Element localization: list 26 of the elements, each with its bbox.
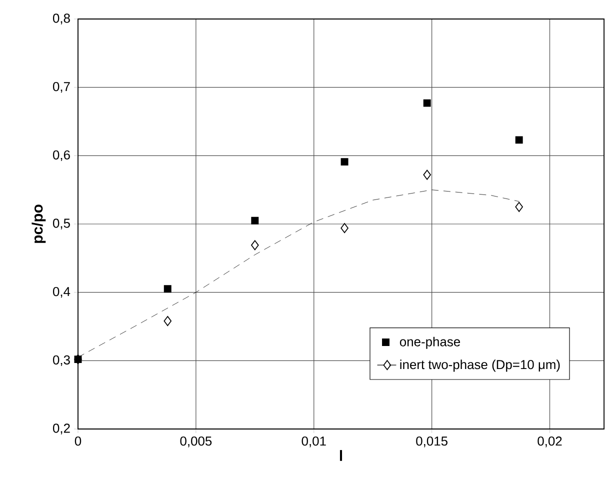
y-tick-label: 0,4	[52, 286, 70, 298]
point	[251, 240, 259, 250]
x-tick-label: 0,02	[538, 436, 562, 448]
point	[340, 223, 348, 234]
y-axis-title: pc/po	[32, 204, 46, 243]
x-axis-title: l	[340, 450, 342, 461]
y-tick-label: 0,8	[52, 14, 70, 24]
y-tick-label: 0,6	[52, 150, 70, 162]
x-tick-label: 0,005	[180, 436, 212, 448]
point	[164, 285, 172, 293]
point	[340, 158, 348, 166]
point	[164, 316, 172, 326]
point	[423, 99, 431, 107]
y-tick-label: 0,2	[52, 424, 70, 434]
x-tick-label: 0,01	[302, 436, 326, 448]
point	[515, 202, 523, 212]
x-tick-label: 0	[74, 436, 82, 446]
legend-label: one-phase	[400, 336, 460, 349]
x-tick-label: 0,015	[416, 436, 448, 448]
y-tick-label: 0,7	[52, 82, 70, 93]
point	[423, 170, 431, 180]
y-tick-label: 0,5	[52, 218, 70, 230]
point	[251, 216, 259, 224]
y-tick-label: 0,3	[52, 355, 70, 366]
point	[515, 136, 523, 144]
legend-label: inert two-phase (Dp=10 μm)	[400, 360, 560, 372]
